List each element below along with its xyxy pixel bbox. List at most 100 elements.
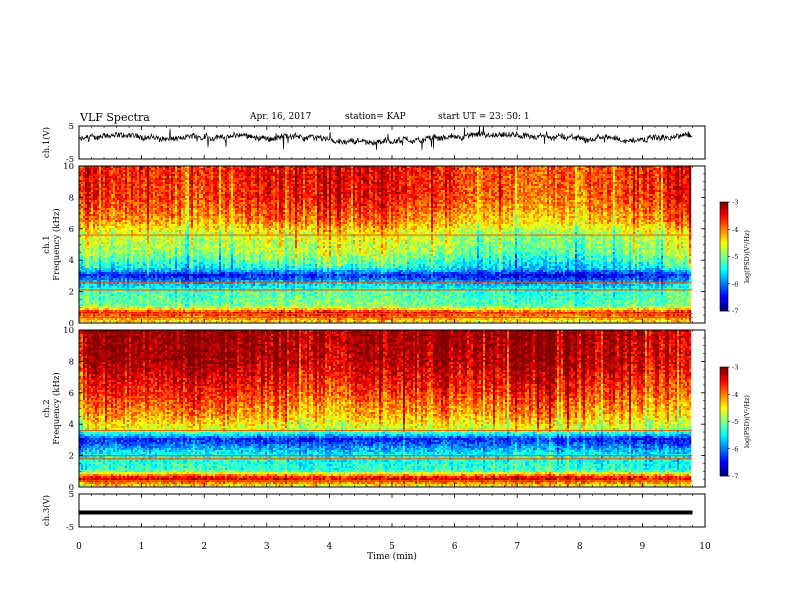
ch1-spectrogram-cell: [101, 178, 103, 180]
ch1-spectrogram-cell: [81, 310, 83, 312]
ch1-spectrogram-cell: [115, 226, 117, 228]
ch1-spectrogram-cell: [121, 182, 123, 184]
ch1-spectrogram-cell: [89, 202, 91, 204]
ch1-spectrogram-cell: [131, 222, 133, 224]
ch1-spectrogram-cell: [137, 310, 139, 312]
ch1-spectrogram-cell: [129, 284, 131, 286]
ch1-spectrogram-cell: [87, 190, 89, 192]
ch1-spectrogram-cell: [81, 244, 83, 246]
ch1-spectrogram-cell: [101, 220, 103, 222]
ch1-spectrogram-cell: [83, 276, 85, 278]
ch1-spectrogram-cell: [133, 168, 135, 170]
ch1-spectrogram-cell: [137, 266, 139, 268]
ch1-spectrogram-cell: [121, 242, 123, 244]
ch1-spectrogram-cell: [89, 244, 91, 246]
ch1-spectrogram-cell: [127, 296, 129, 298]
ch1-spectrogram-cell: [119, 232, 121, 234]
ch1-spectrogram-cell: [113, 314, 115, 316]
ch1-spectrogram-cell: [133, 192, 135, 194]
ch1-spectrogram-cell: [105, 232, 107, 234]
ch1-spectrogram-cell: [137, 300, 139, 302]
ch1-spectrogram-cell: [111, 286, 113, 288]
ch1-spectrogram-cell: [87, 238, 89, 240]
ch1-spectrogram-cell: [89, 242, 91, 244]
ch1-spectrogram-cell: [87, 208, 89, 210]
ch1-spectrogram-cell: [131, 218, 133, 220]
ch1-spectrogram-cell: [105, 318, 107, 320]
ch1-spectrogram-cell: [81, 210, 83, 212]
ch1-spectrogram-cell: [99, 200, 101, 202]
ch1-spectrogram-cell: [87, 262, 89, 264]
ch1-spectrogram-cell: [123, 270, 125, 272]
ch1-spectrogram-cell: [125, 172, 127, 174]
ch1-spectrogram-cell: [99, 202, 101, 204]
ch1-spectrogram-cell: [95, 296, 97, 298]
ch1-spectrogram-cell: [87, 192, 89, 194]
ch1-spectrogram-cell: [107, 218, 109, 220]
ch1-spectrogram-cell: [105, 296, 107, 298]
ch1-spectrogram-cell: [111, 266, 113, 268]
ch1-spectrogram-cell: [133, 228, 135, 230]
ch1-spectrogram-cell: [119, 262, 121, 264]
start-time-label: start UT = 23: 50: 1: [438, 112, 530, 122]
ch1-spectrogram-cell: [141, 276, 143, 278]
ch1-spectrogram-cell: [107, 302, 109, 304]
ch1-spectrogram-cell: [89, 216, 91, 218]
ch1-spectrogram-cell: [119, 178, 121, 180]
ch1-spectrogram-cell: [115, 308, 117, 310]
ch1-spectrogram-cell: [141, 182, 143, 184]
ch1-spectrogram-cell: [85, 298, 87, 300]
ch1-spectrogram-cell: [119, 208, 121, 210]
ch1-spectrogram-cell: [113, 220, 115, 222]
ch1-spectrogram-cell: [85, 240, 87, 242]
ch1-spectrogram-cell: [103, 176, 105, 178]
ch1-spectrogram-cell: [111, 178, 113, 180]
ch1-spectrogram-cell: [111, 226, 113, 228]
ch1-spectrogram-cell: [91, 220, 93, 222]
ch1-spectrogram-cell: [135, 304, 137, 306]
ch1-spectrogram-cell: [129, 186, 131, 188]
ch1-spectrogram-cell: [135, 292, 137, 294]
ch1-spectrogram-cell: [117, 198, 119, 200]
ch1-spectrogram-cell: [97, 298, 99, 300]
ch1-spectrogram-cell: [85, 224, 87, 226]
ch1-spectrogram-cell: [117, 188, 119, 190]
ch1-spectrogram-cell: [93, 228, 95, 230]
ch1-spectrogram-cell: [95, 270, 97, 272]
ch1-spectrogram-cell: [139, 190, 141, 192]
ch1-spectrogram-cell: [89, 236, 91, 238]
ch1-spectrogram-cell: [129, 240, 131, 242]
ch1-spectrogram-cell: [117, 178, 119, 180]
ch1-spectrogram-cell: [137, 270, 139, 272]
ch1-spectrogram-cell: [119, 222, 121, 224]
ch1-spectrogram-cell: [87, 174, 89, 176]
ch1-spectrogram-cell: [141, 184, 143, 186]
ch1-spectrogram-cell: [87, 308, 89, 310]
ch1-spectrogram-cell: [115, 296, 117, 298]
ch1-spectrogram-cell: [117, 186, 119, 188]
ch1-spectrogram-cell: [123, 252, 125, 254]
ch1-spectrogram-cell: [129, 220, 131, 222]
ch1-spectrogram-cell: [127, 180, 129, 182]
ch1-spectrogram-cell: [91, 238, 93, 240]
ch1-spectrogram-cell: [127, 260, 129, 262]
ch1-spectrogram-cell: [95, 206, 97, 208]
ch1-spectrogram-cell: [81, 214, 83, 216]
ch1-spectrogram-cell: [117, 272, 119, 274]
ch1-spectrogram-cell: [107, 248, 109, 250]
ch1-spectrogram-cell: [133, 268, 135, 270]
ch1-spectrogram-cell: [81, 180, 83, 182]
ch1-spectrogram-cell: [137, 230, 139, 232]
ch1-spectrogram-cell: [101, 224, 103, 226]
ch1-spectrogram-cell: [109, 232, 111, 234]
ch1-spectrogram-cell: [81, 168, 83, 170]
ch1-spectrogram-cell: [123, 292, 125, 294]
ch1-spectrogram-cell: [83, 272, 85, 274]
ch1-spectrogram-cell: [131, 182, 133, 184]
ch1-spectrogram-cell: [85, 190, 87, 192]
ch1-spectrogram-cell: [105, 286, 107, 288]
ch1-spectrogram-cell: [89, 254, 91, 256]
ch1-spectrogram-cell: [87, 200, 89, 202]
ch1-spectrogram-cell: [141, 240, 143, 242]
ch1-spectrogram-cell: [107, 202, 109, 204]
